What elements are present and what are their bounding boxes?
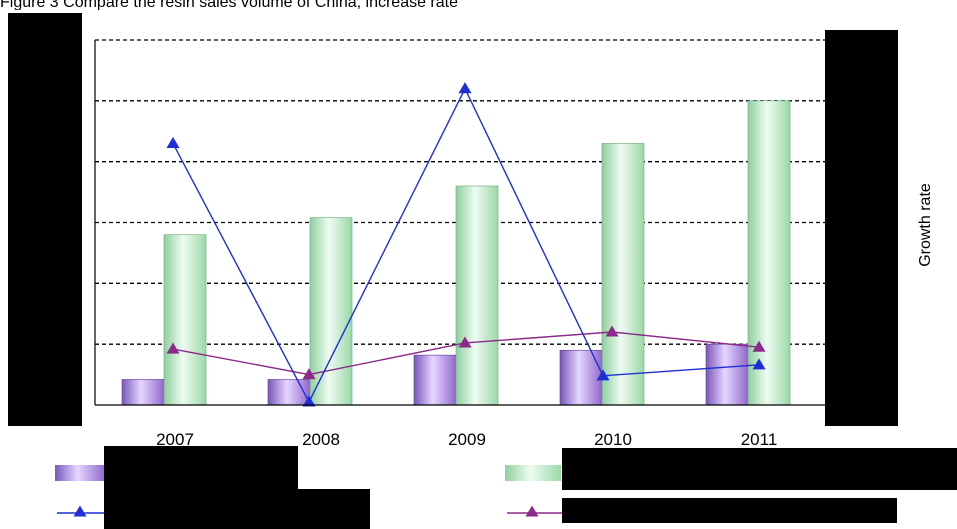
redaction-right-axis [825, 30, 898, 426]
bar-series [121, 100, 791, 406]
series-blue-point [596, 369, 610, 381]
series-purple-point [166, 342, 180, 354]
x-tick-label: 2007 [156, 430, 194, 449]
line-series [166, 82, 766, 407]
legend-swatch-purple-bar [55, 465, 105, 481]
chart-caption: Figure 3 Compare the resin sales volume … [0, 0, 458, 10]
redaction-left-axis [8, 13, 82, 426]
redaction-legend-3 [104, 489, 370, 529]
redaction-legend-1 [104, 446, 298, 489]
legend [55, 465, 562, 517]
bar-purple [705, 343, 749, 406]
axes [94, 40, 825, 406]
bar-green [309, 217, 353, 406]
legend-swatch-green-bar [505, 465, 561, 481]
x-tick-label: 2011 [741, 430, 778, 449]
legend-swatch-blue-marker [73, 505, 87, 517]
bar-purple [559, 349, 603, 406]
x-tick-label: 2009 [448, 430, 486, 449]
series-blue-point [752, 358, 766, 370]
x-tick-label: 2008 [302, 430, 340, 449]
redaction-legend-2 [562, 448, 957, 490]
bar-purple [121, 379, 165, 406]
x-tick-labels: 2007 2008 2009 2010 2011 [156, 430, 777, 449]
series-purple-point [605, 325, 619, 337]
series-purple-point [752, 340, 766, 352]
bar-green [163, 234, 207, 406]
series-blue-point [166, 136, 180, 148]
y2-axis-label: Growth rate [917, 183, 934, 267]
x-tick-label: 2010 [594, 430, 632, 449]
series-purple-point [302, 368, 316, 380]
series-blue-point [458, 82, 472, 94]
redaction-legend-4 [562, 498, 897, 523]
bar-green [455, 185, 499, 406]
bar-green [747, 100, 791, 406]
bar-purple [413, 354, 457, 406]
legend-swatch-purple-marker [525, 505, 539, 517]
series-blue-point [302, 395, 316, 407]
series-purple-point [458, 336, 472, 348]
bar-green [601, 143, 645, 406]
